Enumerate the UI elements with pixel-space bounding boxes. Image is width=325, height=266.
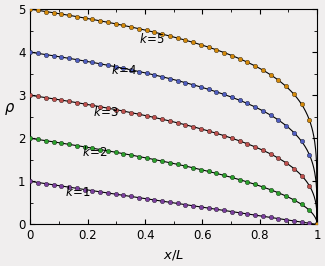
Text: $k\!=\!4$: $k\!=\!4$ bbox=[111, 63, 137, 77]
Text: $k\!=\!2$: $k\!=\!2$ bbox=[82, 145, 108, 159]
Text: $k\!=\!1$: $k\!=\!1$ bbox=[65, 185, 91, 199]
Text: $k\!=\!5$: $k\!=\!5$ bbox=[139, 32, 165, 46]
X-axis label: $x/L$: $x/L$ bbox=[163, 248, 184, 262]
Y-axis label: $\rho$: $\rho$ bbox=[4, 101, 15, 117]
Text: $k\!=\!3$: $k\!=\!3$ bbox=[94, 105, 119, 119]
